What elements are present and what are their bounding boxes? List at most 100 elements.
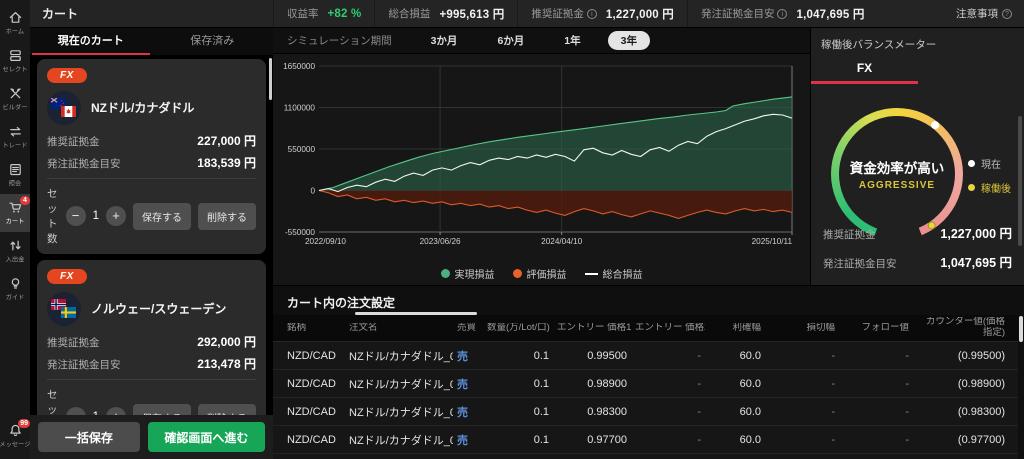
- orders-col-header: 利確幅: [732, 322, 761, 333]
- orders-col-header: 売買: [457, 322, 477, 333]
- order-cell: NZドル/カナダドル_01: [349, 350, 453, 363]
- flag-pair-icon: [47, 91, 81, 125]
- order-cell: -: [697, 433, 701, 446]
- card-divider: [47, 178, 256, 179]
- legend-label: 総合損益: [602, 270, 643, 281]
- flag-ca-icon: [61, 106, 76, 117]
- orders-col-header: 損切幅: [806, 322, 835, 333]
- stat-value: +82 %: [327, 7, 362, 20]
- order-cell: (0.97700): [957, 433, 1005, 446]
- delete-card-button[interactable]: 削除する: [198, 403, 256, 415]
- order-cell: 0.1: [533, 433, 549, 446]
- sim-period-3か月[interactable]: 3か月: [430, 35, 458, 47]
- page-title: カート: [42, 7, 79, 21]
- orders-hscrollbar[interactable]: [355, 312, 477, 315]
- legend-label: 実現損益: [454, 270, 495, 281]
- order-cell: (0.99500): [957, 349, 1005, 362]
- order-cell: (0.98300): [957, 405, 1005, 418]
- orders-vscrollbar[interactable]: [1019, 316, 1023, 342]
- decrease-set-button[interactable]: −: [65, 407, 86, 415]
- order-cell: (0.98900): [957, 377, 1005, 390]
- notice-link[interactable]: 注意事項 ?: [956, 6, 1024, 21]
- sim-period-1年[interactable]: 1年: [564, 35, 581, 47]
- legend-dot-icon: [968, 160, 975, 167]
- orders-col-header: 銘柄: [287, 322, 307, 333]
- order-cell: 0.98900: [587, 377, 627, 390]
- balance-metric-row: 発注証拠金目安 1,047,695 円: [811, 247, 1012, 276]
- save-all-button[interactable]: 一括保存: [38, 422, 140, 452]
- balance-meter-metrics: 推奨証拠金 1,227,000 円発注証拠金目安 1,047,695 円: [811, 218, 1012, 276]
- sidebar-item-trade[interactable]: トレード: [0, 118, 30, 156]
- simulation-section: シミュレーション期間 3か月 6か月 1年 3年 1650000 1100000 5500…: [273, 28, 810, 285]
- svg-text:2022/09/10: 2022/09/10: [305, 237, 346, 246]
- sidebar-item-label: カート: [5, 217, 25, 226]
- sidebar-items: ホーム セレクト ビルダー トレード 照会 4 カート入出金ガイド: [0, 4, 30, 308]
- save-card-button[interactable]: 保存する: [133, 403, 191, 415]
- balance-legend-label: 現在: [981, 160, 1001, 171]
- orders-title: カート内の注文設定: [287, 296, 396, 310]
- metric-value: 227,000 円: [197, 134, 256, 148]
- stat-label: 推奨証拠金 i: [531, 6, 597, 21]
- sidebar-item-label: 入出金: [5, 255, 25, 264]
- sidebar-item-label: ガイド: [5, 293, 25, 302]
- sidebar-item-builder[interactable]: ビルダー: [0, 80, 30, 118]
- delete-card-button[interactable]: 削除する: [198, 202, 256, 230]
- order-cell: 0.1: [533, 349, 549, 362]
- increase-set-button[interactable]: +: [106, 407, 126, 415]
- chart-legend-item: 総合損益: [584, 266, 643, 281]
- notice-label: 注意事項: [956, 8, 998, 20]
- topbar-stat-2: 推奨証拠金 i 1,227,000 円: [517, 0, 687, 27]
- stat-label: 収益率: [287, 8, 319, 20]
- topbar-stat-3: 発注証拠金目安 i 1,047,695 円: [686, 0, 878, 27]
- save-card-button[interactable]: 保存する: [133, 202, 191, 230]
- stat-label: 総合損益: [388, 8, 431, 20]
- message-badge: 99: [18, 419, 30, 428]
- card-metric-row: 発注証拠金目安 183,539 円: [47, 154, 256, 171]
- sidebar-item-home[interactable]: ホーム: [0, 4, 30, 42]
- topbar: カート 収益率 +82 % 総合損益 +995,613 円 推奨証拠金 i 1,227,00…: [30, 0, 1024, 28]
- sim-period-6か月[interactable]: 6か月: [497, 35, 525, 47]
- gauge-status-subtext: AGGRESSIVE: [858, 180, 936, 191]
- home-icon: [8, 10, 23, 25]
- order-cell: -: [831, 405, 835, 418]
- cart-tab-1[interactable]: 保存済み: [190, 35, 235, 47]
- cart-tabs: 現在のカート 保存済み: [30, 28, 273, 55]
- order-cell: 売: [457, 406, 468, 419]
- balance-metric-value: 1,227,000 円: [940, 227, 1012, 241]
- order-cell: -: [697, 405, 701, 418]
- decrease-set-button[interactable]: −: [65, 206, 86, 226]
- proceed-button[interactable]: 確認画面へ進む: [147, 422, 265, 452]
- order-cell: 0.1: [533, 377, 549, 390]
- info-icon[interactable]: i: [586, 8, 597, 19]
- balance-meter-title: 稼働後バランスメーター: [821, 39, 937, 51]
- order-cell: 0.1: [533, 405, 549, 418]
- svg-text:2025/10/11: 2025/10/11: [752, 237, 793, 246]
- orders-rows: NZD/CAD NZドル/カナダドル_01 売 0.1 0.99500 - 60.0 - - (0…: [273, 342, 1018, 459]
- sidebar-item-select[interactable]: セレクト: [0, 42, 30, 80]
- order-cell: NZD/CAD: [287, 377, 336, 390]
- cart-tab-0[interactable]: 現在のカート: [30, 28, 152, 55]
- sidebar-item-message[interactable]: 99 メッセージ: [0, 417, 31, 455]
- cart-list-scrollbar[interactable]: [269, 58, 272, 100]
- order-cell: NZD/CAD: [287, 433, 336, 446]
- metric-label: 発注証拠金目安: [47, 158, 121, 170]
- message-icon: [8, 423, 23, 438]
- order-row: NZD/CAD NZドル/カナダドル_02 売 0.1 0.98900 - 60.0 - - (0…: [273, 370, 1018, 398]
- pair-name: ノルウェー/スウェーデン: [91, 301, 227, 316]
- fx-badge: FX: [47, 68, 87, 83]
- inquiry-icon: [8, 162, 23, 177]
- order-cell: 60.0: [739, 433, 761, 446]
- increase-set-button[interactable]: +: [106, 206, 126, 226]
- sidebar-item-guide[interactable]: ガイド: [0, 270, 30, 308]
- balance-meter-tab-fx[interactable]: FX: [856, 61, 873, 75]
- profit-chart-panel: 1650000 1100000 550000 0 -550000 2022/09/10 20…: [273, 54, 810, 285]
- sidebar-item-cart[interactable]: 4 カート: [0, 194, 30, 232]
- sidebar-item-deposit[interactable]: 入出金: [0, 232, 30, 270]
- sidebar-item-inquiry[interactable]: 照会: [0, 156, 30, 194]
- balance-gauge: 資金効率が高い AGGRESSIVE: [831, 108, 963, 240]
- balance-panel-scrollbar[interactable]: [1018, 116, 1022, 246]
- info-icon[interactable]: i: [777, 8, 788, 19]
- pair-row: NZドル/カナダドル: [47, 91, 256, 125]
- sim-period-3年[interactable]: 3年: [607, 31, 650, 50]
